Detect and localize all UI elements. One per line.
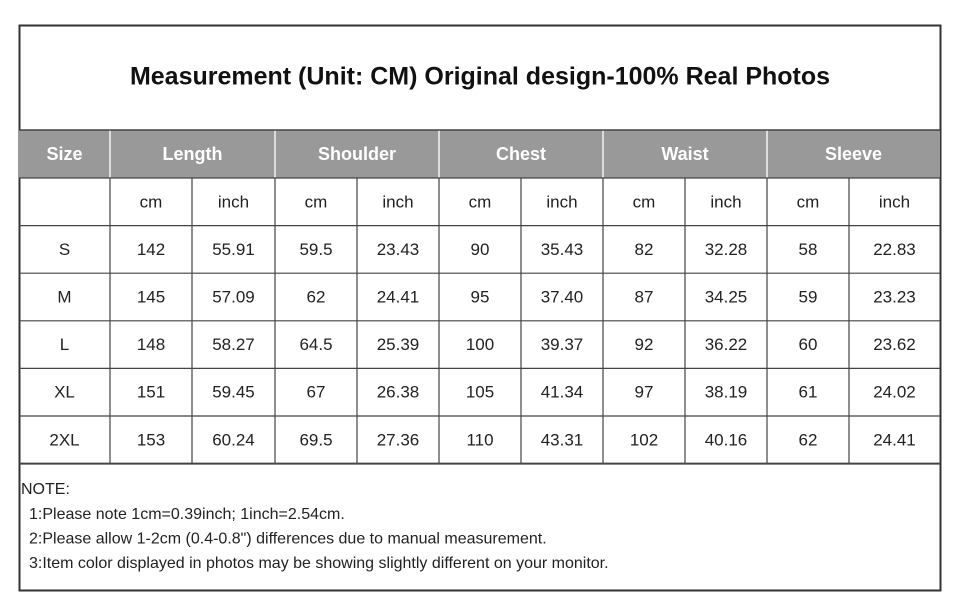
data-cell: 37.40 xyxy=(541,287,584,306)
data-cell: 43.31 xyxy=(541,430,584,449)
unit-cell: inch xyxy=(218,192,249,211)
data-cell: L xyxy=(60,335,69,354)
data-cell: 92 xyxy=(635,335,654,354)
data-cell: 23.23 xyxy=(873,287,916,306)
unit-cell: inch xyxy=(879,192,910,211)
data-cell: 2XL xyxy=(49,430,79,449)
data-cell: 24.41 xyxy=(873,430,916,449)
note-item: 2:Please allow 1-2cm (0.4-0.8") differen… xyxy=(29,530,547,547)
header-row xyxy=(19,130,940,178)
header-cell: Chest xyxy=(496,144,546,164)
notes-label: NOTE: xyxy=(21,481,70,498)
data-cell: 40.16 xyxy=(705,430,748,449)
data-cell: 34.25 xyxy=(705,287,748,306)
data-cell: 41.34 xyxy=(541,383,584,402)
data-cell: 148 xyxy=(137,335,165,354)
data-cell: 58 xyxy=(799,240,818,259)
data-cell: 59 xyxy=(799,287,818,306)
data-cell: 100 xyxy=(466,335,494,354)
header-cell: Size xyxy=(46,144,82,164)
data-cell: 87 xyxy=(635,287,654,306)
unit-cell: cm xyxy=(305,192,328,211)
data-cell: 64.5 xyxy=(299,335,332,354)
data-cell: 39.37 xyxy=(541,335,584,354)
data-cell: 25.39 xyxy=(377,335,420,354)
data-cell: 105 xyxy=(466,383,494,402)
data-cell: S xyxy=(59,240,70,259)
data-cell: 153 xyxy=(137,430,165,449)
data-cell: 22.83 xyxy=(873,240,916,259)
data-cell: 36.22 xyxy=(705,335,748,354)
data-cell: 95 xyxy=(471,287,490,306)
note-item: 1:Please note 1cm=0.39inch; 1inch=2.54cm… xyxy=(29,506,345,523)
data-cell: 110 xyxy=(466,430,493,449)
unit-cell: inch xyxy=(382,192,413,211)
data-cell: 60 xyxy=(799,335,818,354)
data-cell: 151 xyxy=(137,383,165,402)
data-cell: 61 xyxy=(799,383,818,402)
header-cell: Sleeve xyxy=(825,144,882,164)
header-cell: Shoulder xyxy=(318,144,396,164)
header-cell: Waist xyxy=(661,144,708,164)
data-cell: 97 xyxy=(635,383,654,402)
data-cell: 67 xyxy=(307,383,326,402)
data-cell: 62 xyxy=(307,287,326,306)
data-cell: 24.02 xyxy=(873,383,916,402)
unit-cell: cm xyxy=(140,192,163,211)
data-cell: 62 xyxy=(799,430,818,449)
unit-cell: cm xyxy=(633,192,656,211)
data-cell: 35.43 xyxy=(541,240,584,259)
data-cell: 102 xyxy=(630,430,658,449)
unit-cell: cm xyxy=(469,192,492,211)
outer-border xyxy=(18,24,942,592)
header-cell: Length xyxy=(163,144,223,164)
data-cell: 59.45 xyxy=(212,383,255,402)
data-cell: 145 xyxy=(137,287,165,306)
data-cell: 24.41 xyxy=(377,287,420,306)
data-cell: 38.19 xyxy=(705,383,748,402)
title: Measurement (Unit: CM) Original design-1… xyxy=(130,63,830,91)
data-cell: 23.43 xyxy=(377,240,420,259)
data-cell: M xyxy=(57,287,71,306)
data-cell: 26.38 xyxy=(377,383,420,402)
data-cell: 60.24 xyxy=(212,430,255,449)
data-cell: 142 xyxy=(137,240,165,259)
note-item: 3:Item color displayed in photos may be … xyxy=(29,555,609,572)
data-cell: 55.91 xyxy=(212,240,255,259)
data-cell: 90 xyxy=(471,240,490,259)
unit-cell: inch xyxy=(546,192,577,211)
unit-cell: inch xyxy=(710,192,741,211)
data-cell: 27.36 xyxy=(377,430,420,449)
data-cell: 69.5 xyxy=(299,430,332,449)
data-cell: 57.09 xyxy=(212,287,255,306)
data-cell: 58.27 xyxy=(212,335,255,354)
data-cell: 82 xyxy=(635,240,654,259)
data-cell: 59.5 xyxy=(299,240,332,259)
data-cell: XL xyxy=(54,383,75,402)
data-cell: 23.62 xyxy=(873,335,916,354)
unit-cell: cm xyxy=(797,192,820,211)
data-cell: 32.28 xyxy=(705,240,748,259)
